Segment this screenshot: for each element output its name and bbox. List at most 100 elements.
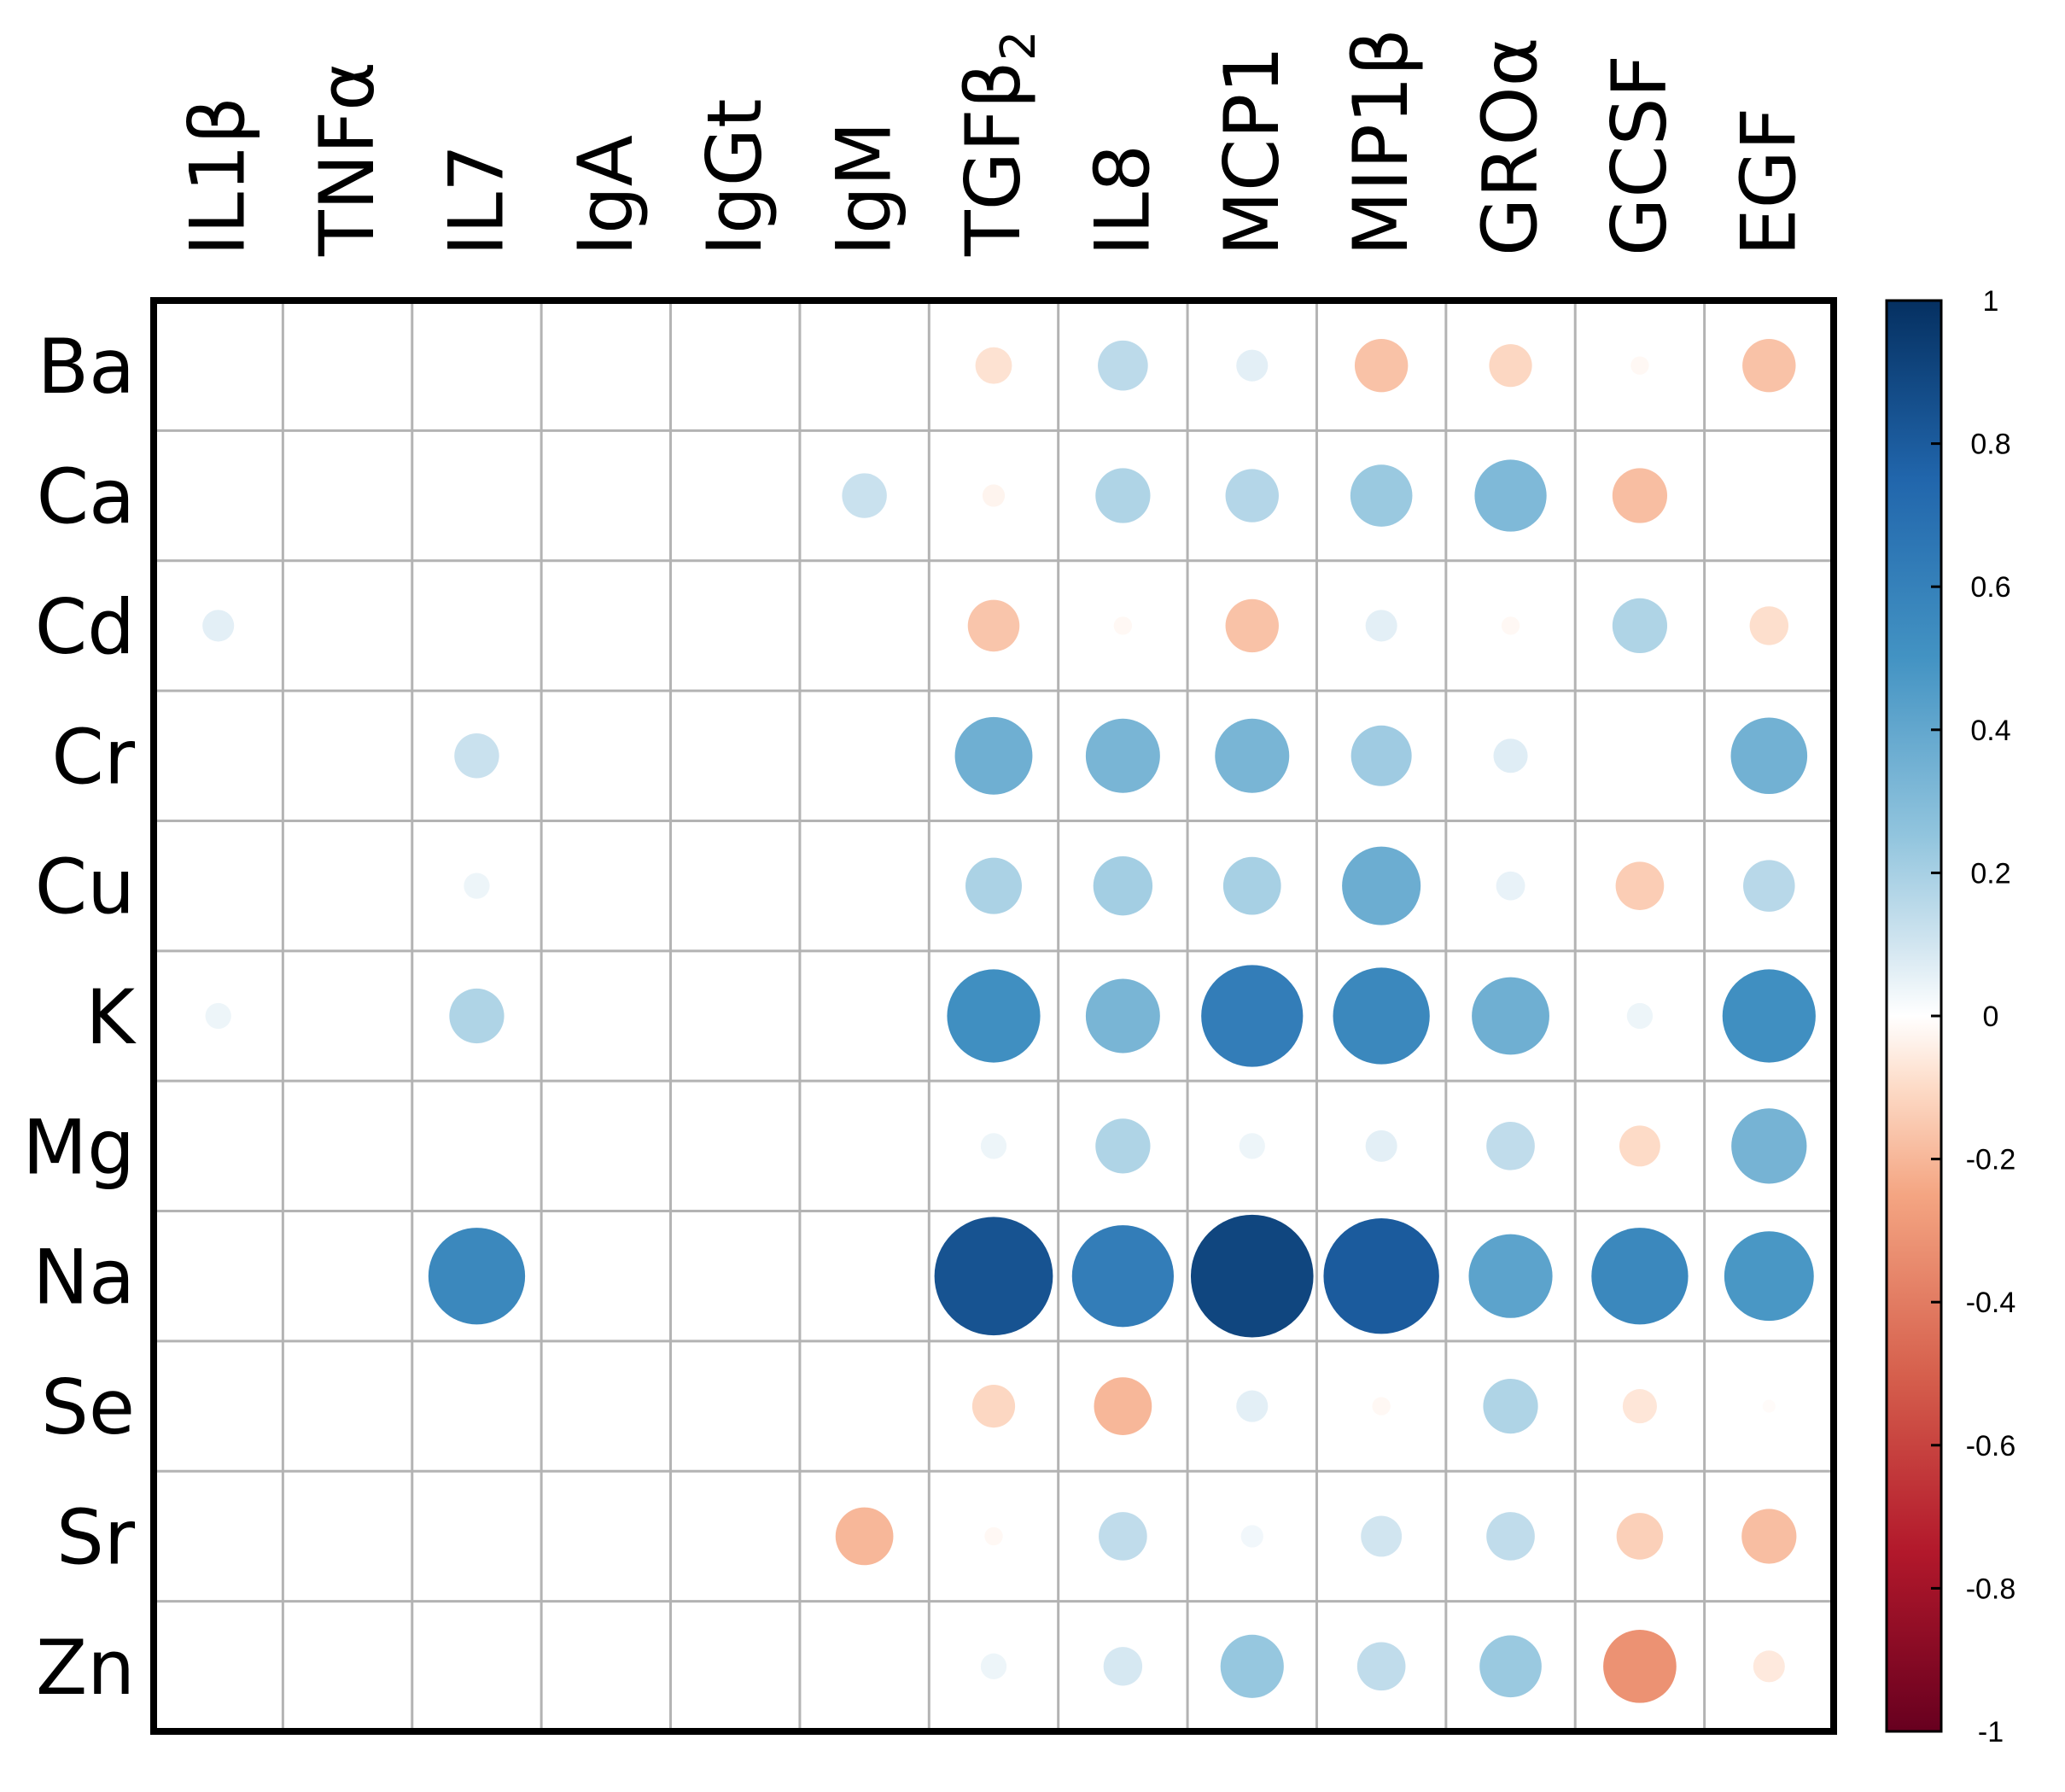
column-label: IgM <box>820 121 908 256</box>
corr-circle-sr-12 <box>1741 1509 1797 1564</box>
corr-circle-zn-6 <box>980 1653 1007 1679</box>
column-labels: IL1β TNFα IL7 IgA IgGt IgM TGFβ2 IL8 MCP1 MIP1β GR… <box>174 28 1813 257</box>
corr-circle-cd-8 <box>1225 598 1279 653</box>
column-label: TNFα <box>303 61 391 257</box>
corr-circle-ca-5 <box>842 473 887 518</box>
column-label: IL7 <box>432 144 520 256</box>
column-label: MCP1 <box>1208 46 1296 256</box>
corr-circle-mg-10 <box>1486 1122 1535 1170</box>
column-label: IgGt <box>691 98 779 256</box>
colorbar-tick-label: -1 <box>1978 1716 2004 1748</box>
corr-circle-ba-9 <box>1354 338 1409 393</box>
row-label-cu: Cu <box>35 843 135 931</box>
corr-circle-sr-7 <box>1099 1512 1147 1561</box>
row-label-cr: Cr <box>51 713 135 801</box>
corr-circle-cd-9 <box>1365 610 1397 642</box>
row-label-sr: Sr <box>56 1493 136 1581</box>
corr-circle-cr-8 <box>1215 718 1290 793</box>
row-label-zn: Zn <box>36 1624 135 1712</box>
corr-circle-cu-9 <box>1342 846 1421 925</box>
corr-circle-ca-10 <box>1474 459 1547 532</box>
colorbar-tick-label: 0.4 <box>1970 715 2010 747</box>
column-label: IgA <box>562 135 650 256</box>
corr-circle-zn-11 <box>1603 1629 1677 1703</box>
grid-lines <box>154 301 1834 1731</box>
corr-circle-ca-11 <box>1612 468 1668 523</box>
corr-circle-cu-8 <box>1222 856 1281 915</box>
corr-circle-sr-11 <box>1616 1513 1664 1560</box>
corr-circle-se-8 <box>1236 1390 1269 1422</box>
corr-circle-na-12 <box>1724 1231 1814 1322</box>
colorbar: 1 0.8 0.6 0.4 0.2 0 -0.2 -0.4 -0.6 -0.8 -1 <box>1885 285 2016 1748</box>
corr-circle-cu-10 <box>1496 871 1525 901</box>
corr-circle-ca-9 <box>1350 464 1413 527</box>
corr-circle-cd-11 <box>1612 598 1668 654</box>
corr-circle-sr-6 <box>984 1526 1003 1546</box>
corr-circle-k-12 <box>1722 969 1816 1063</box>
corr-circle-cd-0 <box>202 610 235 642</box>
corr-circle-cr-12 <box>1730 717 1808 795</box>
corr-circle-mg-11 <box>1619 1125 1660 1167</box>
corr-circle-zn-12 <box>1753 1650 1785 1683</box>
corr-circle-na-10 <box>1468 1234 1553 1318</box>
corr-circle-cr-7 <box>1085 718 1160 793</box>
corr-circle-se-10 <box>1483 1378 1538 1434</box>
corr-circle-mg-6 <box>980 1133 1007 1159</box>
corr-circle-zn-9 <box>1356 1642 1406 1691</box>
colorbar-tick-label: -0.6 <box>1966 1430 2016 1462</box>
corr-circle-cu-12 <box>1743 860 1795 912</box>
corr-circle-ca-8 <box>1225 469 1279 522</box>
corr-circle-zn-8 <box>1220 1634 1284 1698</box>
corr-circle-na-8 <box>1190 1214 1314 1338</box>
corr-circle-k-8 <box>1201 965 1304 1067</box>
corr-circle-na-9 <box>1323 1218 1439 1334</box>
corr-circle-cd-6 <box>967 599 1020 652</box>
corr-circle-ba-11 <box>1630 356 1649 375</box>
corr-circle-cu-6 <box>965 857 1022 914</box>
corr-circle-k-7 <box>1085 978 1160 1054</box>
row-label-ca: Ca <box>37 453 135 541</box>
corr-circle-se-9 <box>1372 1397 1391 1416</box>
corr-circle-ca-7 <box>1095 468 1151 523</box>
column-label: TGFβ2 <box>949 31 1047 257</box>
row-label-k: K <box>85 973 137 1061</box>
corr-circle-k-2 <box>449 988 505 1044</box>
corr-circle-na-6 <box>934 1217 1053 1336</box>
corr-circle-zn-10 <box>1479 1635 1542 1698</box>
corr-circle-cu-2 <box>464 873 490 899</box>
corr-circle-sr-5 <box>835 1507 894 1566</box>
corr-circle-mg-12 <box>1731 1108 1807 1184</box>
corr-circle-ca-6 <box>982 484 1006 507</box>
corr-circle-cr-9 <box>1350 725 1412 786</box>
corr-circle-sr-8 <box>1240 1525 1263 1548</box>
colorbar-tick-label: -0.8 <box>1966 1573 2016 1605</box>
corr-circle-se-6 <box>971 1384 1016 1428</box>
colorbar-tick-label: -0.4 <box>1966 1287 2016 1319</box>
corr-circle-k-10 <box>1472 977 1549 1055</box>
corr-circle-k-6 <box>947 969 1041 1063</box>
row-label-cd: Cd <box>35 583 135 671</box>
column-label: MIP1β <box>1337 28 1425 256</box>
corr-circle-mg-9 <box>1365 1129 1397 1162</box>
corr-circle-ba-8 <box>1236 349 1269 382</box>
corr-circle-se-11 <box>1622 1389 1657 1424</box>
corr-circle-se-7 <box>1094 1377 1152 1435</box>
corr-circle-cd-7 <box>1113 616 1133 635</box>
corr-circle-k-9 <box>1333 967 1430 1065</box>
row-label-na: Na <box>32 1234 135 1322</box>
colorbar-tick-label: 0.8 <box>1970 429 2010 461</box>
corr-circle-cr-2 <box>454 733 499 779</box>
corr-circle-na-2 <box>428 1228 526 1325</box>
corr-circle-cd-12 <box>1749 606 1789 645</box>
corr-circle-ba-10 <box>1489 344 1532 388</box>
row-label-mg: Mg <box>22 1103 135 1191</box>
correlation-circles <box>202 338 1816 1703</box>
corr-circle-cu-7 <box>1093 855 1153 916</box>
corr-circle-cu-11 <box>1615 861 1665 910</box>
column-label: EGF <box>1724 108 1812 256</box>
column-label: GROα <box>1467 37 1555 256</box>
colorbar-tick-label: 0 <box>1983 1001 1999 1033</box>
corr-circle-k-11 <box>1626 1002 1654 1030</box>
colorbar-tick-label: 1 <box>1983 285 1999 318</box>
